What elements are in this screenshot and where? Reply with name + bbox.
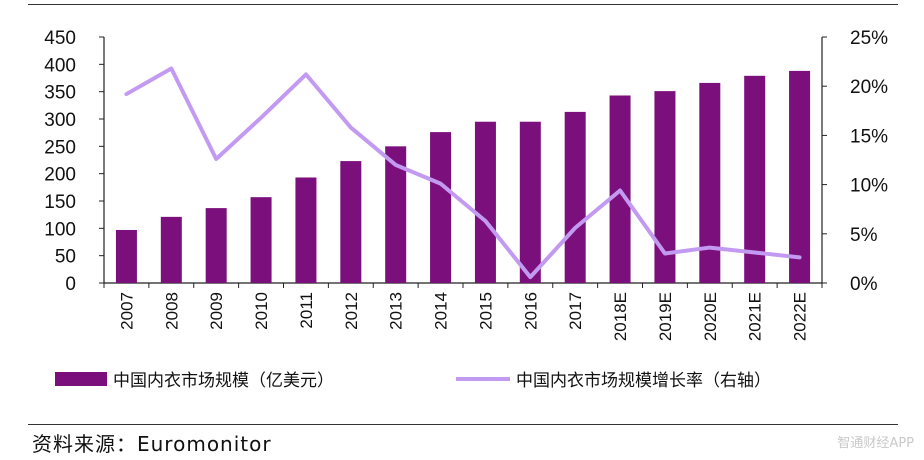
bar-2013 (385, 146, 407, 283)
bar-2019E (654, 91, 676, 284)
bar-2011 (295, 177, 317, 283)
growth-point-2010 (260, 117, 262, 119)
x-tick-label: 2022E (791, 292, 810, 341)
left-tick-label: 350 (44, 83, 76, 104)
watermark: 智通财经APP (837, 436, 914, 451)
bar-2008 (160, 216, 182, 283)
growth-point-2019E (664, 252, 666, 254)
right-tick-label: 0% (850, 274, 878, 295)
growth-point-2012 (350, 127, 352, 129)
bar-2016 (519, 121, 541, 283)
x-tick-label: 2009 (207, 292, 226, 330)
x-tick-label: 2015 (476, 292, 495, 330)
legend-label-bars: 中国内衣市场规模（亿美元） (113, 371, 334, 391)
legend-swatch-bars (55, 372, 107, 386)
growth-point-2017 (574, 227, 576, 229)
x-tick-label: 2018E (611, 292, 630, 341)
legend-label-line: 中国内衣市场规模增长率（右轴） (516, 371, 771, 391)
line-series (124, 66, 802, 280)
left-tick-label: 250 (44, 137, 76, 158)
bar-series (115, 70, 811, 284)
top-rule (28, 4, 898, 5)
source-note: 资料来源：Euromonitor (32, 432, 272, 456)
x-tick-label: 2012 (342, 292, 361, 330)
bar-2007 (115, 229, 137, 283)
right-tick-label: 10% (850, 176, 888, 197)
x-tick-label: 2007 (117, 292, 136, 330)
right-tick-label: 20% (850, 77, 888, 98)
left-tick-label: 300 (44, 110, 76, 131)
x-tick-label: 2021E (746, 292, 765, 341)
growth-point-2011 (305, 73, 307, 75)
growth-point-2013 (395, 164, 397, 166)
growth-point-2021E (754, 251, 756, 253)
growth-point-2020E (709, 247, 711, 249)
left-tick-label: 450 (44, 28, 76, 49)
x-tick-label: 2019E (656, 292, 675, 341)
growth-point-2009 (215, 158, 217, 160)
growth-point-2007 (125, 93, 127, 95)
growth-point-2014 (440, 183, 442, 185)
left-tick-label: 50 (55, 247, 76, 268)
bar-2010 (250, 197, 272, 283)
x-tick-label: 2014 (432, 292, 451, 330)
bar-2014 (430, 132, 452, 283)
right-tick-label: 25% (850, 28, 888, 49)
left-tick-label: 200 (44, 165, 76, 186)
left-tick-label: 150 (44, 192, 76, 213)
x-tick-label: 2011 (297, 292, 316, 329)
x-tick-label: 2008 (162, 292, 181, 330)
bar-2015 (474, 121, 496, 283)
right-tick-label: 5% (850, 225, 878, 246)
growth-point-2018E (619, 190, 621, 192)
left-tick-label: 100 (44, 219, 76, 240)
bar-2017 (564, 111, 586, 283)
bottom-rule (28, 424, 898, 425)
left-axis-ticks: 0 50 100 150 200 250 300 350 400 450 (44, 28, 104, 295)
chart-legend: 中国内衣市场规模（亿美元） 中国内衣市场规模增长率（右轴） (55, 371, 771, 391)
growth-point-2015 (484, 220, 486, 222)
x-tick-label: 2010 (252, 292, 271, 330)
growth-point-2008 (170, 67, 172, 69)
market-size-chart: 0 50 100 150 200 250 300 350 400 450 0% 5% 10% 15% 20… (44, 28, 888, 391)
bar-2021E (744, 75, 766, 284)
bar-2020E (699, 82, 721, 283)
growth-point-2022E (799, 256, 801, 258)
right-tick-label: 15% (850, 126, 888, 147)
bar-2022E (789, 70, 811, 283)
left-tick-label: 400 (44, 55, 76, 76)
growth-point-2016 (529, 276, 531, 278)
x-axis-ticks: 2007 2008 2009 2010 2011 2012 2013 2014 2015 2016… (103, 283, 823, 341)
x-tick-label: 2017 (566, 292, 585, 330)
bar-2012 (340, 161, 362, 283)
bar-2009 (205, 208, 227, 283)
x-tick-label: 2016 (521, 292, 540, 330)
left-tick-label: 0 (65, 274, 76, 295)
x-tick-label: 2013 (387, 292, 406, 330)
right-axis-ticks: 0% 5% 10% 15% 20% 25% (822, 28, 888, 295)
growth-rate-line (124, 66, 802, 280)
x-tick-label: 2020E (701, 292, 720, 341)
